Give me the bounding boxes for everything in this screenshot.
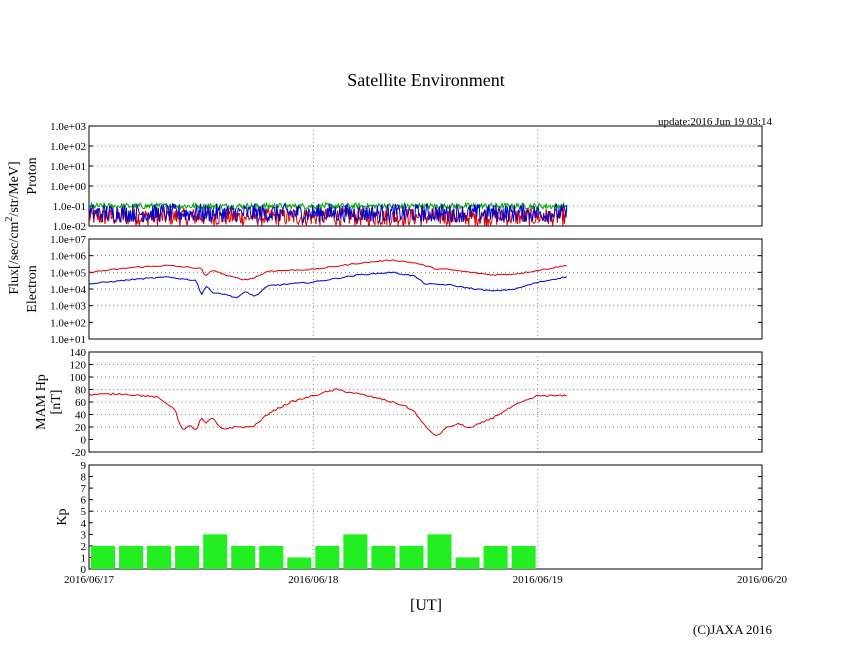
ytick-label-hp-2: 20: [75, 422, 87, 434]
kp-bar-2: [147, 545, 172, 569]
ytick-label-hp-5: 80: [75, 385, 87, 397]
kp-bar-0: [91, 545, 116, 569]
series-proton-blue: [88, 202, 568, 224]
ytick-label-hp-4: 60: [75, 397, 87, 409]
kp-bar-9: [343, 534, 368, 569]
ytick-label-kp-5: 5: [81, 506, 87, 518]
ytick-label-electron-1: 1.0e+02: [50, 317, 86, 329]
ytick-label-electron-6: 1.0e+07: [50, 234, 86, 246]
ylabel-hp-line1: MAM Hp: [34, 374, 49, 430]
kp-bar-12: [427, 534, 452, 569]
kp-bar-3: [175, 545, 200, 569]
ytick-label-proton-5: 1.0e+03: [50, 121, 86, 133]
xtick-label-1: 2016/06/18: [288, 574, 339, 586]
kp-bar-15: [511, 545, 536, 569]
ytick-label-hp-8: 140: [70, 347, 87, 359]
ytick-label-kp-8: 8: [81, 472, 87, 484]
series-electron-blue: [88, 271, 567, 299]
panel-proton: 1.0e-02 1.0e-01 1.0e+00 1.0e+01 1.0e+02 1.0e+…: [25, 121, 763, 233]
ytick-label-kp-9: 9: [81, 460, 87, 472]
ytick-label-kp-1: 1: [81, 552, 87, 564]
kp-bar-8: [315, 545, 340, 569]
kp-bar-7: [287, 557, 312, 569]
flux-axis-title: Flux[/sec/cm2/str/MeV]: [4, 161, 22, 294]
ytick-label-proton-0: 1.0e-02: [53, 221, 86, 233]
ytick-label-hp-7: 120: [70, 360, 87, 372]
ylabel-kp: Kp: [55, 508, 70, 525]
ytick-label-proton-1: 1.0e-01: [53, 201, 86, 213]
ytick-label-kp-7: 7: [81, 483, 87, 495]
ytick-label-hp-6: 100: [70, 372, 87, 384]
ytick-label-proton-4: 1.0e+02: [50, 141, 86, 153]
kp-bar-14: [483, 545, 508, 569]
update-timestamp: update:2016 Jun 19 03:14: [658, 116, 772, 128]
ytick-label-kp-3: 3: [81, 529, 87, 541]
chart-title: Satellite Environment: [347, 70, 504, 90]
panels-group: 1.0e-021.0e-011.0e+001.0e+011.0e+021.0e+…: [25, 121, 788, 586]
ytick-label-proton-3: 1.0e+01: [50, 161, 86, 173]
xtick-label-3: 2016/06/20: [737, 574, 788, 586]
kp-bar-11: [399, 545, 424, 569]
ytick-label-electron-0: 1.0e+01: [50, 334, 86, 346]
ytick-label-hp-0: -20: [71, 447, 86, 459]
ytick-label-electron-2: 1.0e+03: [50, 301, 86, 313]
copyright: (C)JAXA 2016: [693, 622, 773, 637]
flux-axis-title-tail: /str/MeV]: [7, 161, 22, 216]
ytick-label-kp-4: 4: [81, 518, 87, 530]
x-axis-title: [UT]: [410, 597, 442, 614]
panel-frame-proton: [88, 125, 763, 227]
panel-electron: 1.0e+01 1.0e+02 1.0e+03 1.0e+04 1.0e+05 1.0e+…: [25, 234, 763, 346]
series-hp-red: [88, 388, 568, 436]
ylabel-proton: Proton: [25, 157, 40, 194]
kp-bar-4: [203, 534, 228, 569]
ytick-label-hp-3: 40: [75, 410, 87, 422]
ytick-label-electron-3: 1.0e+04: [50, 284, 86, 296]
ylabel-hp-line2: [nT]: [49, 390, 64, 415]
ytick-label-hp-1: 0: [81, 435, 87, 447]
xtick-label-2: 2016/06/19: [513, 574, 564, 586]
series-electron-red: [88, 259, 567, 281]
xtick-label-0: 2016/06/17: [64, 574, 115, 586]
kp-bar-1: [119, 545, 144, 569]
ytick-label-electron-5: 1.0e+06: [50, 251, 86, 263]
ytick-label-kp-0: 0: [81, 564, 87, 576]
ytick-label-electron-4: 1.0e+05: [50, 267, 86, 279]
flux-axis-title-sup: 2: [4, 217, 15, 222]
ytick-label-kp-2: 2: [81, 541, 87, 553]
kp-bar-10: [371, 545, 396, 569]
flux-axis-title-main: Flux[/sec/cm: [7, 221, 22, 294]
ylabel-electron: Electron: [25, 265, 40, 312]
kp-bar-6: [259, 545, 284, 569]
panel-frame-kp: [88, 464, 763, 570]
ytick-label-proton-2: 1.0e+00: [50, 181, 86, 193]
kp-bar-13: [455, 557, 480, 569]
ytick-label-kp-6: 6: [81, 495, 87, 507]
kp-bar-5: [231, 545, 256, 569]
